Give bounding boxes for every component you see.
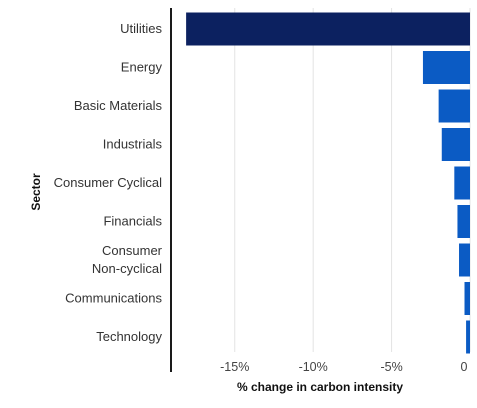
category-label-2: Basic Materials [74, 98, 163, 113]
x-tick-label-2: -5% [380, 360, 402, 374]
bar-communications [464, 282, 470, 315]
x-tick-label-0: -15% [220, 360, 249, 374]
category-label-6-line1: Non-cyclical [92, 261, 162, 276]
x-axis-title: % change in carbon intensity [237, 380, 403, 394]
bars [186, 12, 470, 354]
bar-consumer-non-cyclical [459, 243, 470, 277]
category-label-4: Consumer Cyclical [54, 175, 162, 190]
bar-energy [422, 51, 470, 84]
x-tick-label-1: -10% [299, 360, 328, 374]
y-axis-title: Sector [29, 173, 43, 211]
category-label-7: Communications [65, 291, 162, 306]
x-tick-label-3: 0 [461, 360, 468, 374]
bar-basic-materials [438, 89, 470, 123]
category-label-8: Technology [96, 329, 162, 344]
bar-industrials [441, 128, 470, 161]
x-tick-labels: -15% -10% -5% 0 [220, 360, 467, 374]
bar-utilities [186, 12, 470, 46]
bar-consumer-cyclical [454, 166, 470, 200]
category-labels: Utilities Energy Basic Materials Industrial… [54, 21, 163, 344]
category-label-5: Financials [103, 214, 162, 229]
bar-financials [457, 205, 470, 238]
category-label-3: Industrials [103, 137, 163, 152]
category-label-1: Energy [121, 60, 163, 75]
category-label-6-line0: Consumer [102, 243, 163, 258]
bar-technology [466, 320, 470, 354]
category-label-0: Utilities [120, 21, 162, 36]
